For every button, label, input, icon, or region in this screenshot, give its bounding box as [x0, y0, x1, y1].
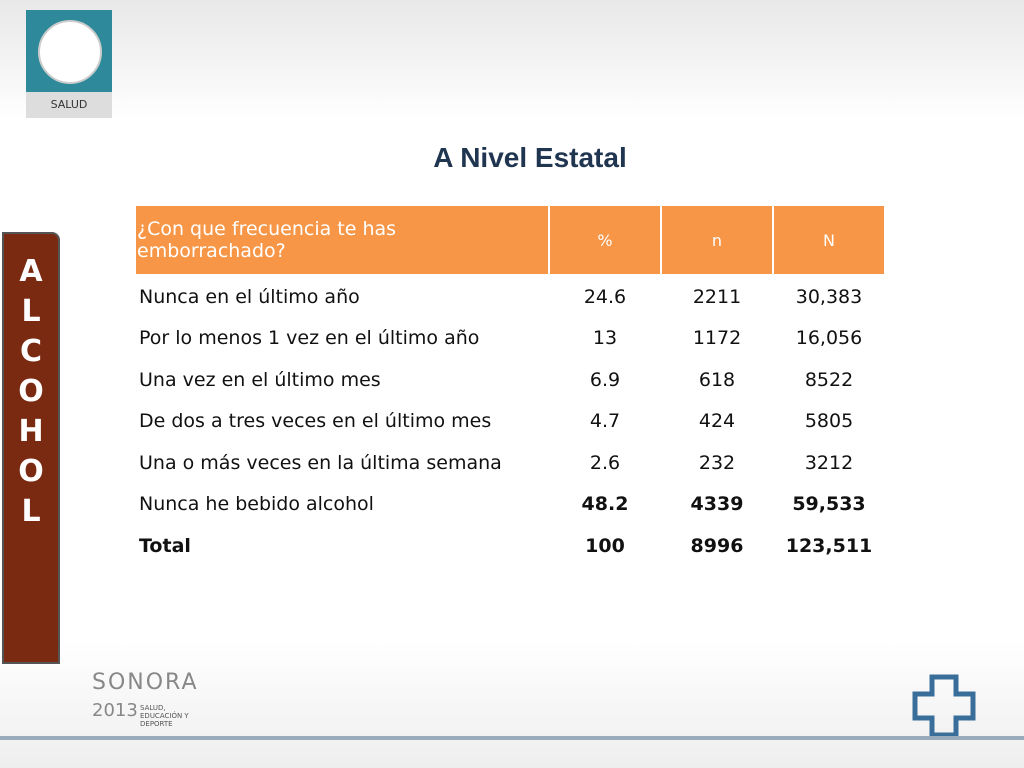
table-cell: 3212: [804, 451, 854, 474]
logo-label: SALUD: [26, 92, 112, 118]
table-row: Una vez en el último mes 6.9 618 8522: [135, 359, 885, 401]
sidebar-letter: L: [21, 494, 41, 529]
table-cell: Por lo menos 1 vez en el último año: [139, 327, 480, 350]
column-header: N: [772, 204, 886, 276]
table-cell: 8996: [690, 534, 744, 557]
table-cell: 30,383: [795, 285, 863, 308]
table-row: Por lo menos 1 vez en el último año 13 117…: [135, 318, 885, 360]
sidebar-letter: A: [19, 254, 43, 289]
year: 2013: [92, 700, 138, 721]
table-cell: 2211: [692, 285, 742, 308]
table-cell: 4339: [690, 493, 744, 516]
table-cell: 618: [698, 368, 736, 391]
table-row: Una o más veces en la última semana 2.6 23…: [135, 442, 885, 484]
title: A Nivel Estatal: [433, 142, 627, 173]
table-cell: Una vez en el último mes: [139, 368, 381, 391]
table-cell: 6.9: [589, 368, 621, 391]
table-row: Nunca he bebido alcohol 48.2 4339 59,533: [135, 484, 885, 526]
logo: SALUD: [26, 10, 112, 118]
cross-icon: [912, 674, 976, 738]
sidebar-letter: L: [21, 294, 41, 329]
table-cell: Nunca en el último año: [139, 285, 360, 308]
table-row: Total 100 8996 123,511: [135, 525, 885, 567]
table-cell: 232: [698, 451, 736, 474]
tagline: SALUD, EDUCACIÓN Y DEPORTE: [140, 704, 189, 728]
table: ¿Con que frecuencia te has emborrachado?…: [134, 204, 886, 567]
table-cell: 4.7: [589, 410, 621, 433]
table-row: Nunca en el último año 24.6 2211 30,383: [135, 275, 885, 318]
table-cell: 1172: [692, 327, 742, 350]
column-header: ¿Con que frecuencia te has emborrachado?: [134, 204, 550, 276]
table-cell: Una o más veces en la última semana: [139, 451, 502, 474]
brand: SONORA: [92, 670, 199, 695]
table-row: De dos a tres veces en el último mes 4.7 4…: [135, 401, 885, 443]
footer-bar: [0, 736, 1024, 740]
table-cell: 5805: [804, 410, 854, 433]
sidebar-letter: O: [18, 374, 44, 409]
table-cell: Nunca he bebido alcohol: [139, 493, 374, 516]
sidebar-letter: H: [18, 414, 44, 449]
table-cell: 424: [698, 410, 736, 433]
table-cell: 123,511: [785, 534, 873, 557]
column-header: %: [548, 204, 662, 276]
table-cell: 24.6: [583, 285, 627, 308]
sidebar-letter: O: [18, 454, 44, 489]
table-cell: 8522: [804, 368, 854, 391]
table-cell: 16,056: [795, 327, 863, 350]
table-cell: 100: [585, 534, 625, 557]
column-header: n: [660, 204, 774, 276]
table-cell: Total: [139, 534, 191, 557]
sidebar-letter: C: [19, 334, 43, 369]
table-cell: 59,533: [792, 493, 866, 516]
table-cell: 2.6: [589, 451, 621, 474]
table-cell: De dos a tres veces en el último mes: [139, 410, 492, 433]
table-cell: 48.2: [581, 493, 629, 516]
table-cell: 13: [592, 327, 618, 350]
